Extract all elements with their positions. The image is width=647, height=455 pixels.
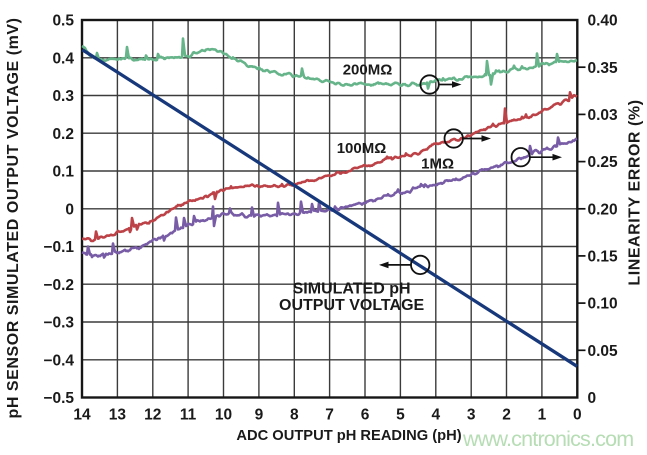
svg-text:−0.4: −0.4 — [43, 352, 74, 369]
svg-text:0: 0 — [588, 390, 597, 407]
svg-text:pH SENSOR SIMULATED OUTPUT VOL: pH SENSOR SIMULATED OUTPUT VOLTAGE (mV) — [5, 17, 22, 418]
svg-text:0.10: 0.10 — [588, 296, 618, 313]
svg-text:0.20: 0.20 — [588, 201, 618, 218]
svg-text:11: 11 — [180, 406, 197, 423]
svg-text:0.03: 0.03 — [588, 107, 619, 124]
svg-text:6: 6 — [361, 406, 370, 423]
svg-text:0.05: 0.05 — [588, 343, 619, 360]
svg-text:8: 8 — [290, 406, 299, 423]
svg-text:0.40: 0.40 — [588, 13, 618, 30]
svg-text:OUTPUT VOLTAGE: OUTPUT VOLTAGE — [279, 297, 425, 314]
svg-text:3: 3 — [467, 406, 476, 423]
svg-text:0.2: 0.2 — [52, 126, 74, 143]
svg-text:0.4: 0.4 — [52, 50, 74, 67]
svg-text:12: 12 — [144, 406, 161, 423]
svg-text:14: 14 — [73, 406, 91, 423]
svg-text:www.cntronics.com: www.cntronics.com — [462, 427, 633, 451]
svg-text:−0.5: −0.5 — [43, 390, 74, 407]
svg-text:2: 2 — [502, 406, 511, 423]
svg-text:4: 4 — [431, 406, 440, 423]
svg-text:100MΩ: 100MΩ — [337, 140, 387, 157]
svg-text:10: 10 — [215, 406, 232, 423]
svg-text:0.3: 0.3 — [52, 88, 74, 105]
svg-text:0: 0 — [65, 201, 74, 218]
svg-text:−0.2: −0.2 — [43, 277, 74, 294]
svg-text:0.5: 0.5 — [52, 13, 74, 30]
svg-text:ADC OUTPUT pH READING (pH): ADC OUTPUT pH READING (pH) — [236, 428, 461, 444]
svg-text:200MΩ: 200MΩ — [343, 62, 393, 79]
svg-text:7: 7 — [325, 406, 334, 423]
svg-text:13: 13 — [109, 406, 127, 423]
svg-text:5: 5 — [396, 406, 405, 423]
svg-text:0.25: 0.25 — [588, 154, 619, 171]
svg-text:0.1: 0.1 — [52, 164, 74, 181]
svg-text:−0.1: −0.1 — [43, 239, 74, 256]
svg-text:0.15: 0.15 — [588, 249, 619, 266]
svg-text:LINEARITY ERROR (%): LINEARITY ERROR (%) — [627, 99, 644, 285]
svg-text:0.35: 0.35 — [588, 60, 619, 77]
svg-text:1: 1 — [538, 406, 547, 423]
svg-text:1MΩ: 1MΩ — [421, 156, 454, 173]
svg-text:0: 0 — [573, 406, 582, 423]
svg-text:−0.3: −0.3 — [43, 315, 74, 332]
svg-text:9: 9 — [255, 406, 264, 423]
svg-text:SIMULATED pH: SIMULATED pH — [293, 280, 411, 297]
